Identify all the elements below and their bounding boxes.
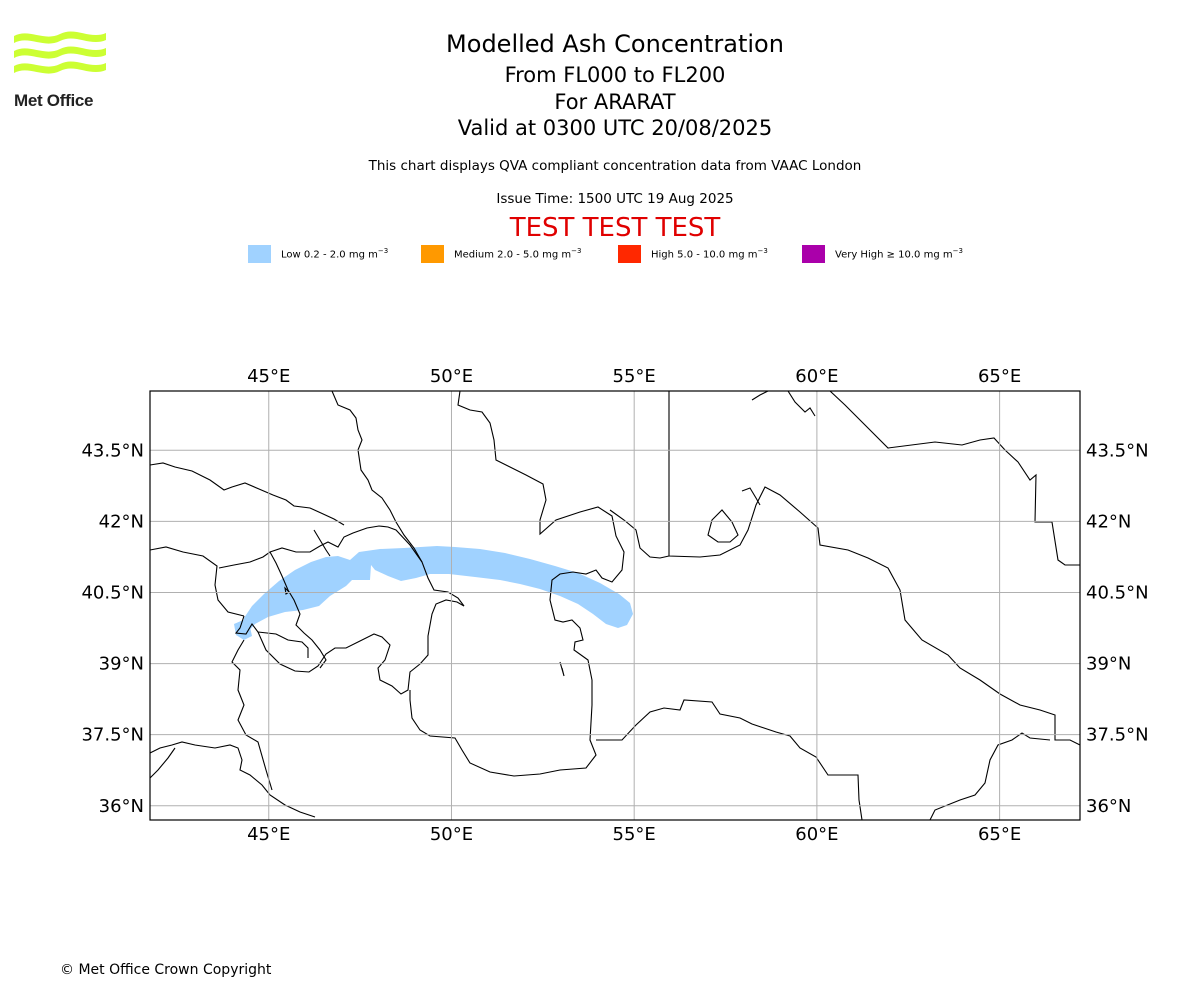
- legend-swatch-high: [618, 245, 641, 263]
- logo-wordmark: Met Office: [14, 91, 94, 110]
- lat-tick-label-right: 39°N: [1086, 654, 1131, 675]
- lat-tick-label-right: 42°N: [1086, 511, 1131, 532]
- legend-label-high: High 5.0 - 10.0 mg m: [651, 249, 758, 261]
- issue-time: Issue Time: 1500 UTC 19 Aug 2025: [496, 191, 734, 207]
- lon-tick-label-bottom: 60°E: [795, 824, 838, 845]
- lon-tick-label-top: 65°E: [978, 366, 1021, 387]
- lon-tick-label-bottom: 45°E: [247, 824, 290, 845]
- lat-tick-label-left: 37.5°N: [81, 725, 144, 746]
- legend-item-low: Low 0.2 - 2.0 mg m−3: [248, 244, 388, 264]
- legend-swatch-low: [248, 245, 271, 263]
- lat-tick-label-left: 36°N: [99, 796, 144, 817]
- lon-tick-label-bottom: 55°E: [613, 824, 656, 845]
- lon-tick-label-top: 45°E: [247, 366, 290, 387]
- map-frame: [149, 390, 1081, 821]
- met-office-logo: [14, 31, 106, 74]
- valid-time: Valid at 0300 UTC 20/08/2025: [457, 116, 773, 140]
- ash-cloud-low-fragment: [234, 618, 252, 640]
- coastlines: [150, 391, 1080, 820]
- copyright: © Met Office Crown Copyright: [60, 962, 272, 978]
- test-banner: TEST TEST TEST: [509, 213, 721, 243]
- tick-labels: 45°E 45°E 50°E 50°E 55°E 55°E 60°E 60°E 65°E 65°E…: [81, 366, 1148, 845]
- qva-note: This chart displays QVA compliant concen…: [368, 158, 862, 174]
- lat-tick-label-left: 42°N: [99, 511, 144, 532]
- lat-tick-label-right: 37.5°N: [1086, 725, 1149, 746]
- lon-tick-label-top: 55°E: [613, 366, 656, 387]
- legend-swatch-medium: [421, 245, 444, 263]
- volcano-name: For ARARAT: [554, 90, 676, 114]
- lon-tick-label-bottom: 50°E: [430, 824, 473, 845]
- legend: Low 0.2 - 2.0 mg m−3 Medium 2.0 - 5.0 mg…: [0, 244, 1200, 264]
- lat-tick-label-right: 36°N: [1086, 796, 1131, 817]
- lat-tick-label-left: 40.5°N: [81, 582, 144, 603]
- lon-tick-label-bottom: 65°E: [978, 824, 1021, 845]
- lon-tick-label-top: 50°E: [430, 366, 473, 387]
- legend-item-high: High 5.0 - 10.0 mg m−3: [618, 244, 768, 264]
- legend-label-very-high: Very High ≥ 10.0 mg m: [835, 249, 953, 261]
- lat-tick-label-right: 43.5°N: [1086, 440, 1149, 461]
- lon-tick-label-top: 60°E: [795, 366, 838, 387]
- legend-label-medium: Medium 2.0 - 5.0 mg m: [454, 249, 572, 261]
- lat-tick-label-right: 40.5°N: [1086, 582, 1149, 603]
- legend-item-medium: Medium 2.0 - 5.0 mg m−3: [421, 244, 581, 264]
- legend-label-low: Low 0.2 - 2.0 mg m: [281, 249, 378, 261]
- chart-title: Modelled Ash Concentration: [446, 30, 784, 58]
- ash-cloud-low: [244, 546, 633, 632]
- gridlines: [150, 391, 1080, 820]
- legend-item-very-high: Very High ≥ 10.0 mg m−3: [802, 244, 963, 264]
- lat-tick-label-left: 43.5°N: [81, 440, 144, 461]
- flight-level-range: From FL000 to FL200: [504, 63, 726, 87]
- legend-swatch-very-high: [802, 245, 825, 263]
- lat-tick-label-left: 39°N: [99, 654, 144, 675]
